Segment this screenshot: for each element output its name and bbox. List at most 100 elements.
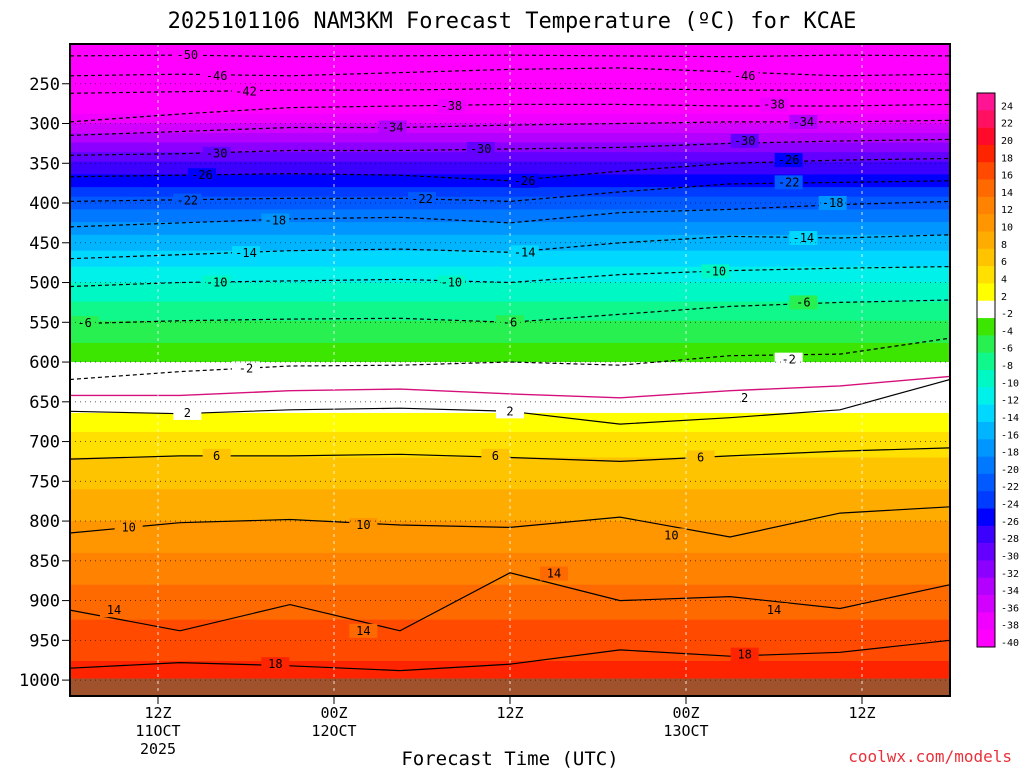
contour-label-bg bbox=[173, 193, 202, 208]
freezing-line bbox=[70, 375, 951, 399]
contour-label-bg bbox=[789, 231, 818, 246]
temperature-band bbox=[70, 94, 950, 99]
contour-label: 10 bbox=[121, 520, 135, 534]
temperature-band bbox=[70, 75, 950, 80]
contour-label-bg bbox=[730, 68, 759, 83]
y-tick-label: 600 bbox=[29, 353, 60, 373]
temperature-band bbox=[70, 129, 950, 134]
temperature-band bbox=[70, 269, 950, 274]
contour-label: -10 bbox=[704, 264, 726, 278]
colorbar-swatch bbox=[977, 196, 995, 215]
x-tick-label: 2025 bbox=[140, 740, 176, 758]
colorbar-swatch bbox=[977, 595, 995, 613]
temperature-band bbox=[70, 432, 950, 436]
temperature-band bbox=[70, 257, 950, 261]
contour-label: 6 bbox=[213, 449, 220, 463]
x-tick-label: 11OCT bbox=[135, 722, 180, 740]
y-tick-label: 700 bbox=[29, 433, 60, 453]
temperature-band bbox=[70, 333, 950, 338]
colorbar-swatch bbox=[977, 318, 995, 336]
contour-label-bg bbox=[437, 99, 466, 114]
colorbar-label: -34 bbox=[1001, 586, 1019, 597]
colorbar-swatch bbox=[977, 335, 995, 353]
contour-label-bg bbox=[657, 528, 686, 543]
y-tick-label: 1000 bbox=[19, 671, 60, 691]
contour-label: 18 bbox=[737, 648, 751, 662]
temperature-band bbox=[70, 355, 950, 360]
contour-label: -50 bbox=[176, 48, 198, 62]
contour-label-bg bbox=[686, 450, 715, 465]
contour-label: -22 bbox=[176, 194, 198, 208]
temperature-band bbox=[70, 136, 950, 141]
contour-label: -10 bbox=[440, 276, 462, 290]
contour-label-bg bbox=[202, 448, 231, 463]
contour-label-bg bbox=[100, 603, 128, 618]
contour-label: -26 bbox=[514, 174, 536, 188]
temperature-band bbox=[70, 187, 950, 191]
contour-label: -30 bbox=[206, 147, 228, 161]
temperature-band bbox=[70, 467, 950, 471]
contour-label: -14 bbox=[792, 231, 814, 245]
y-tick-label: 650 bbox=[29, 393, 60, 413]
contour-label-bg bbox=[789, 295, 818, 310]
contour-label-bg bbox=[789, 114, 818, 129]
y-tick-label: 450 bbox=[29, 234, 60, 254]
colorbar-label: -30 bbox=[1001, 551, 1019, 562]
colorbar-swatch bbox=[977, 387, 995, 405]
colorbar-swatch bbox=[977, 248, 995, 267]
x-tick-label: 12Z bbox=[848, 704, 875, 722]
contour-line bbox=[69, 103, 951, 123]
temperature-band bbox=[70, 346, 950, 350]
contour-label: 6 bbox=[697, 450, 704, 464]
contour-label-bg bbox=[730, 647, 759, 662]
temperature-band bbox=[70, 145, 950, 150]
temperature-band bbox=[70, 66, 950, 71]
colorbar-label: 6 bbox=[1001, 257, 1007, 268]
contour-line bbox=[69, 572, 951, 632]
temperature-band bbox=[70, 460, 950, 465]
colorbar-label: -6 bbox=[1001, 344, 1013, 355]
temperature-band bbox=[70, 209, 950, 214]
contour-label-bg bbox=[349, 518, 378, 533]
contour-label: -46 bbox=[206, 69, 228, 83]
contour-label-bg bbox=[173, 48, 202, 63]
colorbar-swatch bbox=[977, 266, 995, 284]
temperature-band bbox=[70, 622, 950, 627]
contour-label-bg bbox=[261, 657, 290, 672]
temperature-band bbox=[70, 98, 950, 102]
temperature-band bbox=[70, 584, 950, 589]
colorbar-swatch bbox=[977, 352, 995, 371]
temperature-band bbox=[70, 110, 950, 115]
temperature-band bbox=[70, 552, 950, 557]
temperature-band bbox=[70, 171, 950, 175]
contour-label-bg bbox=[730, 134, 759, 149]
contour-label-bg bbox=[701, 264, 730, 279]
colorbar-swatch bbox=[977, 525, 995, 544]
y-tick-label: 950 bbox=[29, 631, 60, 651]
temperature-band bbox=[70, 571, 950, 576]
temperature-band bbox=[70, 377, 950, 382]
contour-label-bg bbox=[496, 404, 524, 419]
contour-label-bg bbox=[232, 246, 260, 261]
colorbar-label: 14 bbox=[1001, 188, 1013, 199]
contour-label: -14 bbox=[514, 245, 536, 259]
temperature-band bbox=[70, 362, 950, 366]
y-tick-label: 400 bbox=[29, 194, 60, 214]
y-tick-label: 500 bbox=[29, 274, 60, 294]
y-tick-label: 800 bbox=[29, 512, 60, 532]
temperature-band bbox=[70, 613, 950, 618]
chart-title: 2025101106 NAM3KM Forecast Temperature (… bbox=[168, 9, 857, 34]
colorbar-label: 22 bbox=[1001, 119, 1013, 130]
temperature-band bbox=[70, 250, 950, 255]
temperature-band bbox=[70, 390, 950, 395]
contour-label: -34 bbox=[792, 115, 814, 129]
temperature-band bbox=[70, 88, 950, 93]
contour-label-bg bbox=[760, 97, 788, 112]
temperature-band bbox=[70, 374, 950, 379]
colorbar-label: -20 bbox=[1001, 465, 1019, 476]
colorbar-swatch bbox=[977, 179, 995, 198]
colorbar-label: -38 bbox=[1001, 621, 1019, 632]
temperature-band bbox=[70, 244, 950, 249]
colorbar-swatch bbox=[977, 629, 995, 648]
